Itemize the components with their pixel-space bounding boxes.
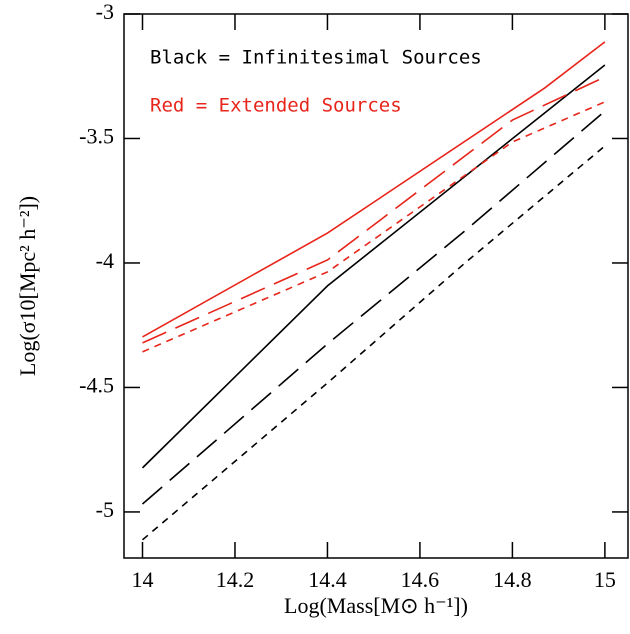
x-tick-label: 14	[131, 567, 153, 592]
series-line	[141, 145, 606, 541]
y-tick-label: -4.5	[79, 373, 114, 398]
x-tick-label: 15	[594, 567, 616, 592]
x-tick-label: 14.8	[493, 567, 532, 592]
x-axis-label: Log(Mass[M⊙ h⁻¹])	[284, 593, 468, 618]
y-tick-label: -4	[96, 248, 114, 273]
series-line	[142, 76, 606, 344]
y-tick-label: -3.5	[79, 124, 114, 149]
y-tick-label: -5	[96, 497, 114, 522]
annotation: Black = Infinitesimal Sources	[150, 47, 482, 69]
series-line	[141, 64, 606, 469]
series-line	[142, 41, 606, 338]
x-tick-label: 14.2	[216, 567, 255, 592]
series-line	[141, 110, 606, 505]
y-tick-label: -3	[96, 0, 114, 24]
x-tick-label: 14.4	[308, 567, 347, 592]
plot-frame	[123, 13, 629, 559]
series-line	[142, 101, 606, 353]
x-tick-label: 14.6	[401, 567, 440, 592]
y-axis-label: Log(σ10[Mpc² h⁻²])	[15, 196, 40, 376]
annotation: Red = Extended Sources	[150, 95, 402, 117]
